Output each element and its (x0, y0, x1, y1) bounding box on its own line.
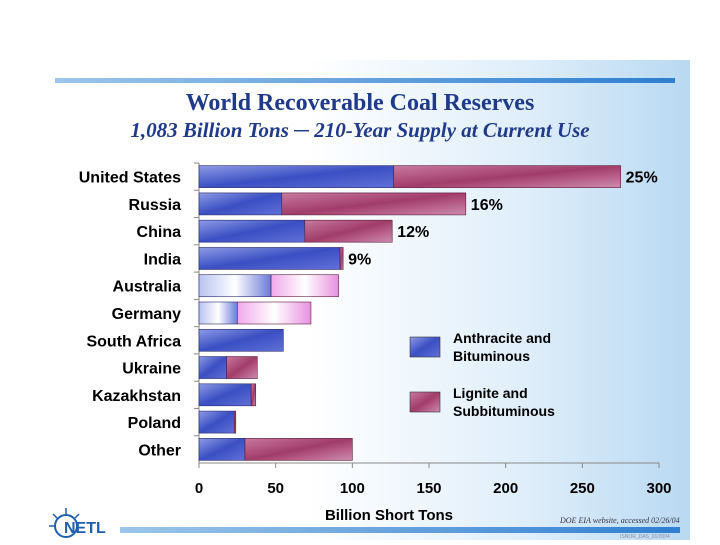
bar-anthracite-bituminous (198, 165, 395, 188)
x-tick-label: 0 (195, 480, 203, 497)
bar-anthracite-bituminous (198, 247, 341, 270)
bar-anthracite-bituminous (198, 383, 252, 407)
bar-lignite-subbituminous (339, 247, 344, 270)
category-label: Australia (113, 279, 182, 296)
legend-label: Anthracite and Bituminous (453, 330, 551, 364)
legend-swatch (409, 336, 441, 358)
x-tick-label: 300 (646, 480, 671, 497)
bar-lignite-subbituminous (226, 356, 258, 379)
bottom-accent-bar (120, 527, 680, 533)
bar-anthracite-bituminous (198, 356, 227, 379)
bar-percent-label: 16% (471, 197, 503, 214)
footer-code: ISNOR_DAS_01/2004 (620, 534, 670, 540)
bar-anthracite-bituminous (198, 274, 272, 298)
category-label: India (144, 251, 181, 268)
category-label: Kazakhstan (92, 388, 181, 405)
category-label: China (137, 224, 182, 241)
legend-label-line: Bituminous (453, 348, 530, 364)
slide-background (30, 60, 690, 540)
bar-lignite-subbituminous (250, 383, 257, 407)
chart-legend: Anthracite and Bituminous Lignite and Subbi… (409, 330, 555, 419)
bar-anthracite-bituminous (198, 438, 246, 461)
x-tick-label: 250 (570, 480, 595, 497)
legend-swatch (409, 391, 441, 413)
x-tick-label: 100 (340, 480, 365, 497)
bar-percent-label: 12% (397, 224, 429, 241)
bar-anthracite-bituminous (198, 192, 283, 216)
bar-lignite-subbituminous (237, 301, 312, 325)
bar-lignite-subbituminous (270, 274, 339, 298)
chart-title: World Recoverable Coal Reserves (185, 90, 535, 116)
category-label: Russia (129, 197, 182, 214)
bar-lignite-subbituminous (393, 165, 621, 188)
chart-subtitle: 1,083 Billion Tons ─ 210-Year Supply at … (130, 118, 590, 142)
x-axis-title: Billion Short Tons (325, 507, 453, 524)
chart-bars (198, 165, 621, 461)
bar-anthracite-bituminous (198, 219, 306, 243)
bar-anthracite-bituminous (198, 410, 235, 434)
x-tick-label: 50 (267, 480, 284, 497)
legend-label-line: Anthracite and (453, 330, 551, 346)
x-tick-label: 200 (493, 480, 518, 497)
sun-burst-icon (49, 508, 80, 538)
bar-anthracite-bituminous (198, 301, 238, 325)
top-accent-bar (55, 78, 675, 83)
source-note: DOE EIA website, accessed 02/26/04 (560, 516, 680, 525)
bar-lignite-subbituminous (233, 410, 237, 434)
category-label: South Africa (86, 333, 181, 350)
category-label: Other (138, 442, 181, 459)
bar-lignite-subbituminous (304, 219, 393, 243)
chart-labels: United States 25% Russia 16% China 12% India 9%… (79, 170, 658, 460)
legend-label-line: Lignite and (453, 385, 528, 401)
bar-percent-label: 25% (626, 170, 658, 187)
netl-logo: NETL (48, 506, 118, 545)
category-label: Poland (128, 415, 181, 432)
legend-label: Lignite and Subbituminous (453, 385, 555, 419)
bar-percent-label: 9% (348, 251, 371, 268)
legend-label-line: Subbituminous (453, 403, 555, 419)
bar-lignite-subbituminous (281, 192, 467, 216)
x-tick-label: 150 (416, 480, 441, 497)
logo-text: NETL (64, 520, 106, 537)
category-label: United States (79, 170, 181, 187)
category-label: Germany (112, 306, 181, 323)
category-label: Ukraine (122, 361, 181, 378)
bar-anthracite-bituminous (198, 328, 284, 352)
bar-lignite-subbituminous (244, 438, 353, 461)
